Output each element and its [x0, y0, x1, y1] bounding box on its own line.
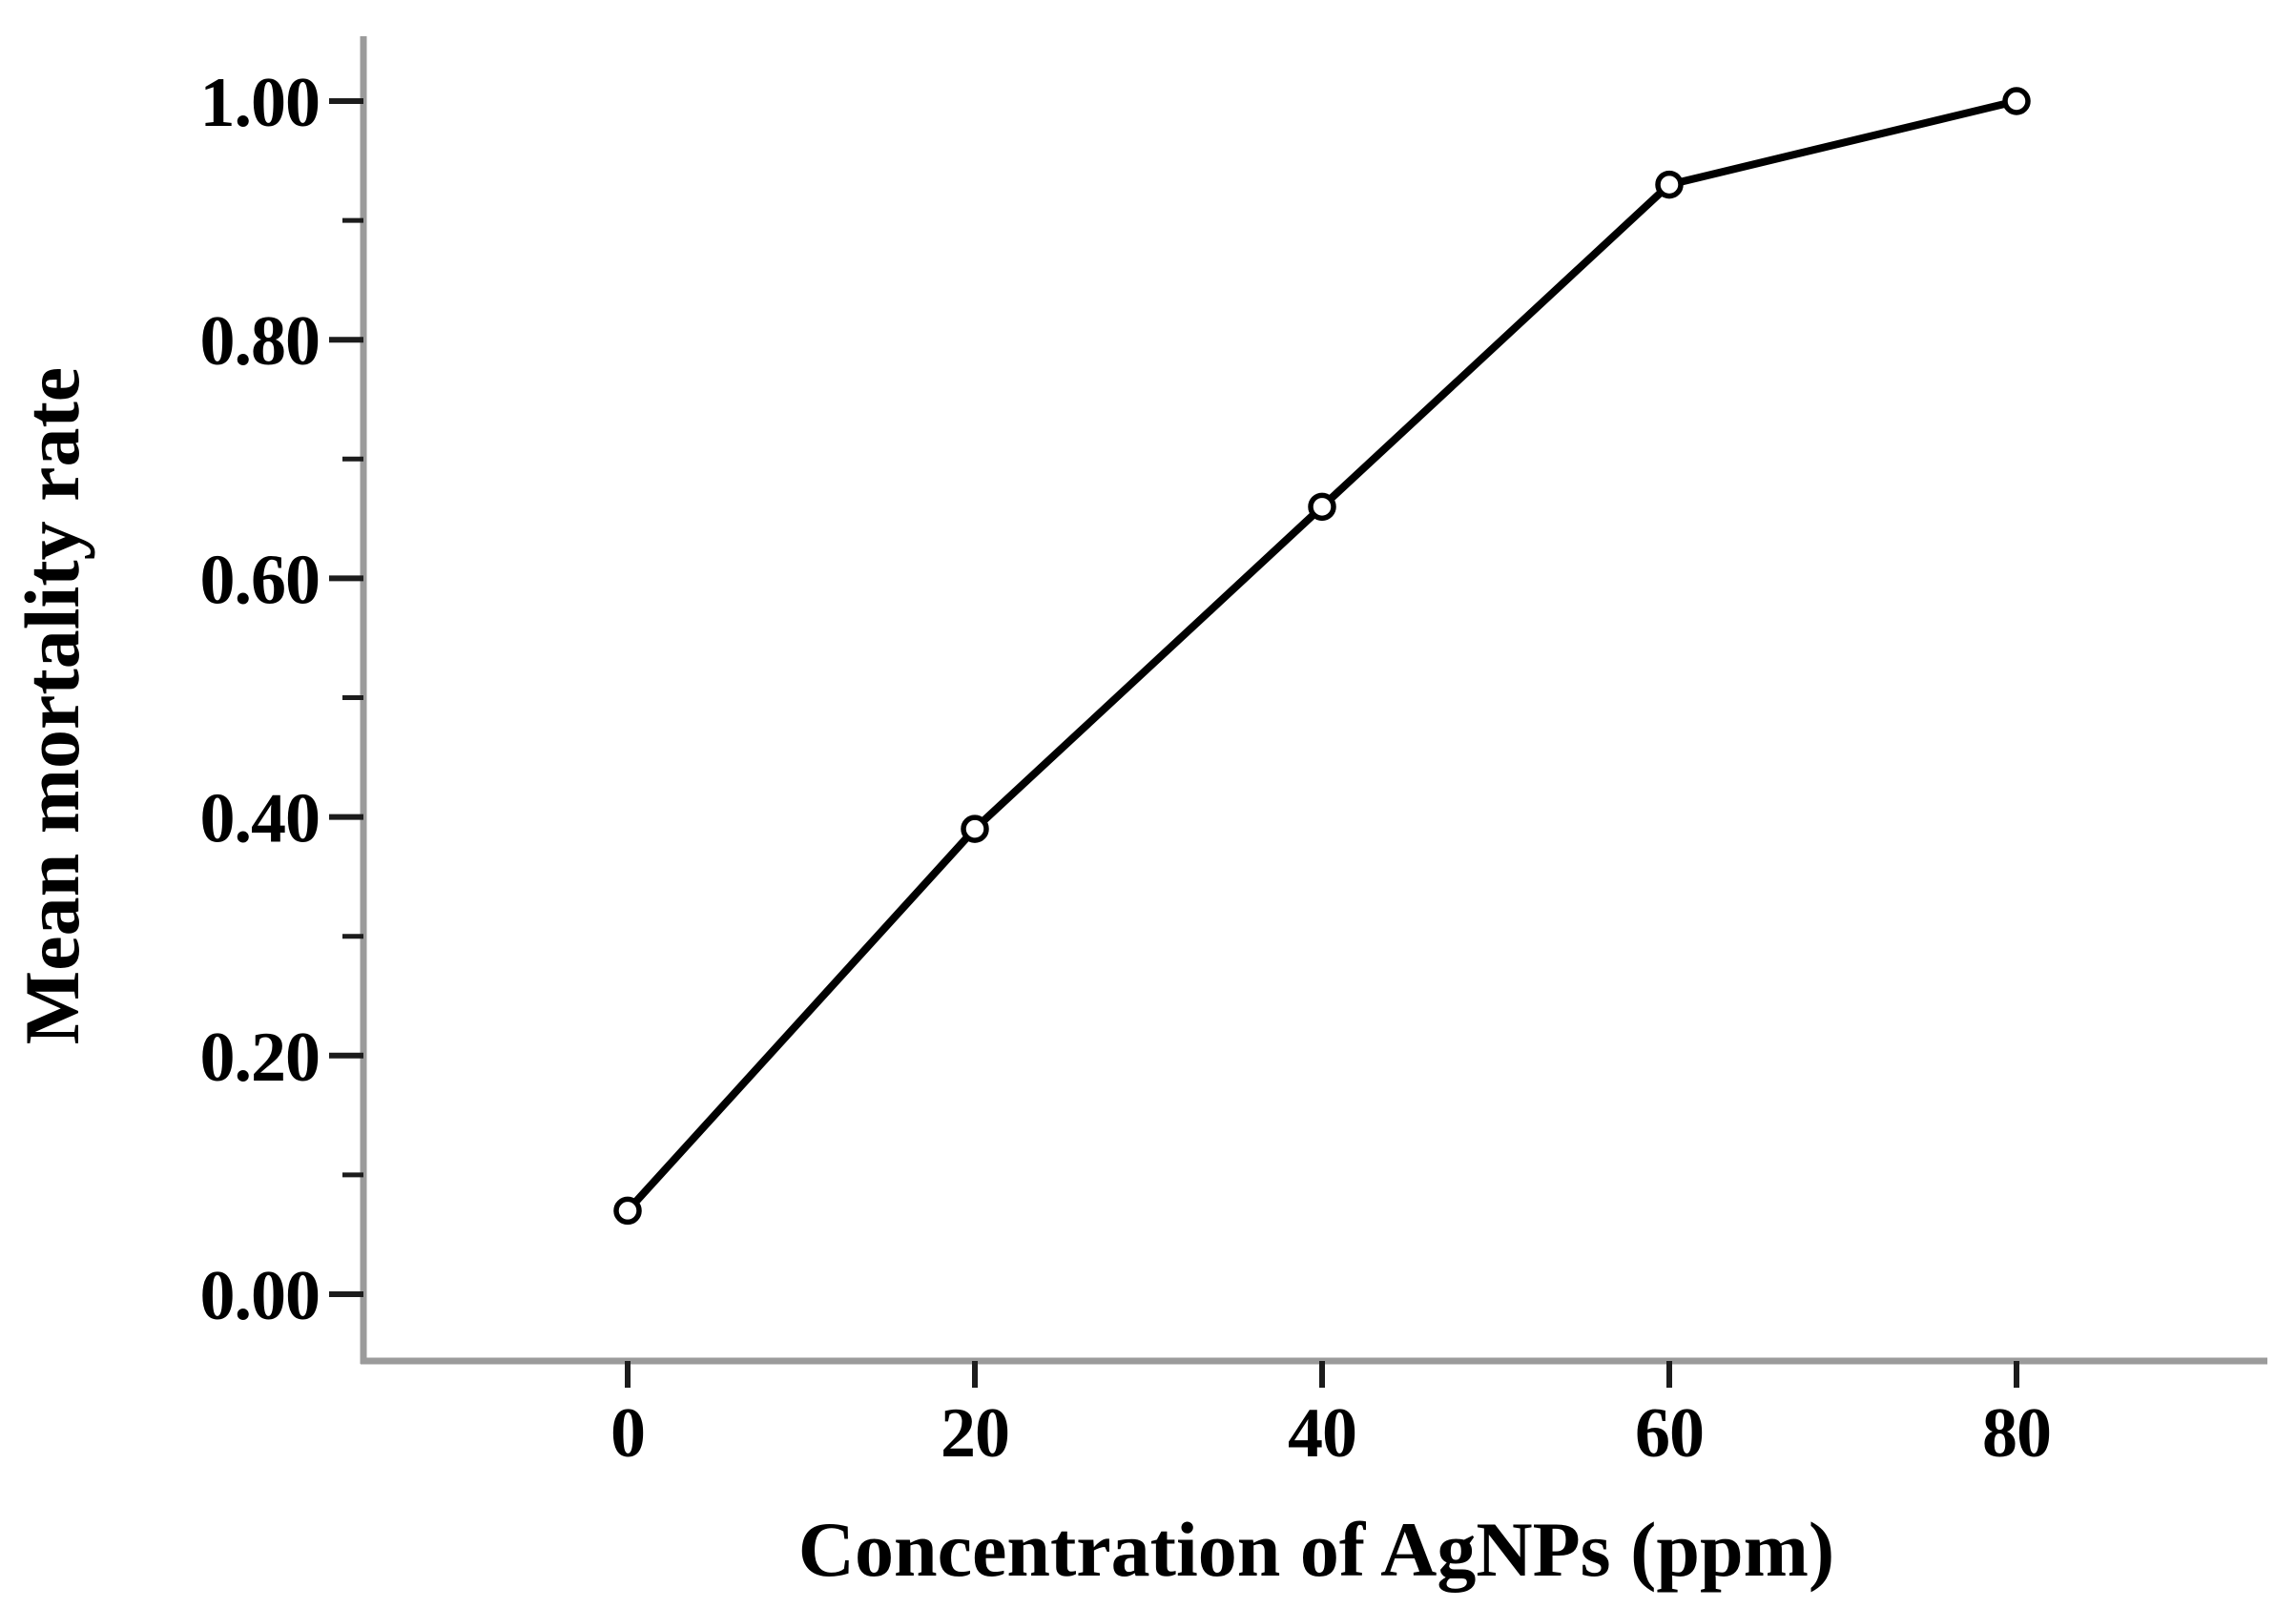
- data-point-marker: [2002, 87, 2031, 115]
- x-tick-label: 0: [610, 1394, 645, 1473]
- y-tick-label: 0.60: [200, 541, 321, 619]
- y-tick-label: 0.00: [200, 1257, 321, 1335]
- y-tick-label: 0.20: [200, 1019, 321, 1097]
- y-tick-label: 1.00: [200, 64, 321, 142]
- data-line: [624, 97, 2020, 1215]
- data-series-layer: [613, 87, 2031, 1226]
- data-point-marker: [961, 814, 989, 843]
- axes-layer: [329, 36, 2267, 1388]
- x-tick-label: 60: [1635, 1394, 1704, 1473]
- data-point-marker: [1655, 170, 1684, 199]
- tick-labels-layer: 0.00 0.20 0.40 0.60 0.80 1.00 0 20 40 60 80: [200, 64, 2053, 1473]
- y-axis-title: Mean mortality rate: [9, 367, 95, 1044]
- x-tick-label: 80: [1982, 1394, 2051, 1473]
- y-tick-label: 0.80: [200, 302, 321, 381]
- x-axis-title: Concentration of AgNPs (ppm): [798, 1506, 1834, 1593]
- x-tick-label: 40: [1288, 1394, 1356, 1473]
- data-point-marker: [1308, 492, 1336, 522]
- y-tick-label: 0.40: [200, 780, 321, 858]
- x-tick-label: 20: [941, 1394, 1009, 1473]
- data-point-marker: [613, 1196, 642, 1226]
